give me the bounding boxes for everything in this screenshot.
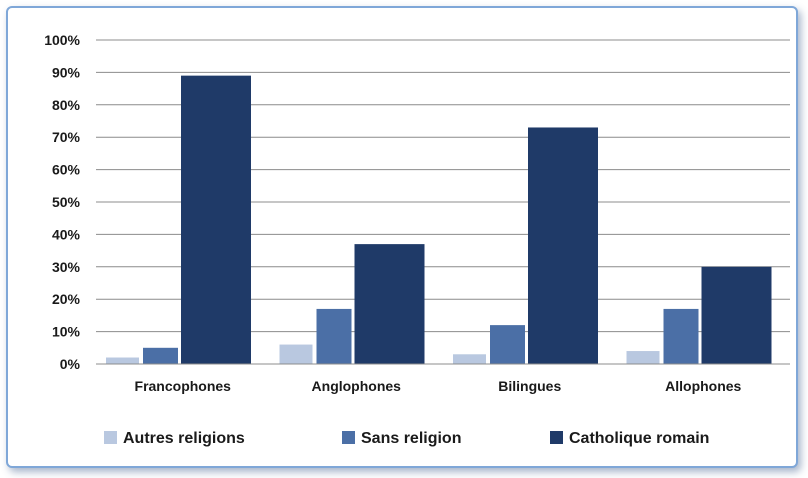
- bar-francophones-catholique-romain: [181, 75, 251, 364]
- bar-francophones-sans-religion: [143, 347, 178, 364]
- y-tick-label-20: 20%: [52, 291, 81, 307]
- x-category-label-bilingues: Bilingues: [498, 378, 561, 394]
- y-tick-label-100: 100%: [44, 32, 80, 48]
- legend-swatch-1: [342, 431, 355, 444]
- bar-bilingues-autres-religions: [453, 354, 486, 364]
- x-category-label-allophones: Allophones: [665, 378, 741, 394]
- y-axis-tick-labels: 0% 10% 20% 30% 40% 50% 60% 70% 80% 90% 100%: [44, 32, 80, 372]
- legend-label-0: Autres religions: [123, 430, 245, 447]
- y-tick-label-50: 50%: [52, 194, 81, 210]
- x-category-label-anglophones: Anglophones: [312, 378, 402, 394]
- y-tick-label-90: 90%: [52, 64, 81, 80]
- bar-francophones-autres-religions: [106, 357, 139, 364]
- bar-anglophones-autres-religions: [279, 344, 313, 364]
- bar-anglophones-sans-religion: [316, 308, 352, 364]
- y-tick-label-80: 80%: [52, 97, 81, 113]
- y-tick-label-70: 70%: [52, 129, 81, 145]
- y-tick-label-60: 60%: [52, 162, 81, 178]
- bar-allophones-catholique-romain: [701, 266, 772, 364]
- bar-bilingues-catholique-romain: [528, 127, 598, 364]
- legend-swatch-0: [104, 431, 117, 444]
- x-category-label-francophones: Francophones: [135, 378, 232, 394]
- legend-swatch-2: [550, 431, 563, 444]
- y-tick-label-30: 30%: [52, 259, 81, 275]
- bar-bilingues-sans-religion: [490, 325, 525, 364]
- x-axis-category-labels: Francophones Anglophones Bilingues Allophon…: [135, 378, 742, 394]
- bars: [106, 75, 772, 364]
- y-tick-label-0: 0%: [60, 356, 81, 372]
- legend-label-1: Sans religion: [361, 430, 461, 447]
- chart-frame: [6, 6, 798, 468]
- y-tick-label-40: 40%: [52, 226, 81, 242]
- legend-label-2: Catholique romain: [569, 430, 709, 447]
- bar-allophones-autres-religions: [626, 351, 660, 364]
- bar-anglophones-catholique-romain: [354, 244, 425, 364]
- bar-allophones-sans-religion: [663, 308, 699, 364]
- y-tick-label-10: 10%: [52, 324, 81, 340]
- legend: Autres religions Sans religion Catholique …: [104, 430, 709, 447]
